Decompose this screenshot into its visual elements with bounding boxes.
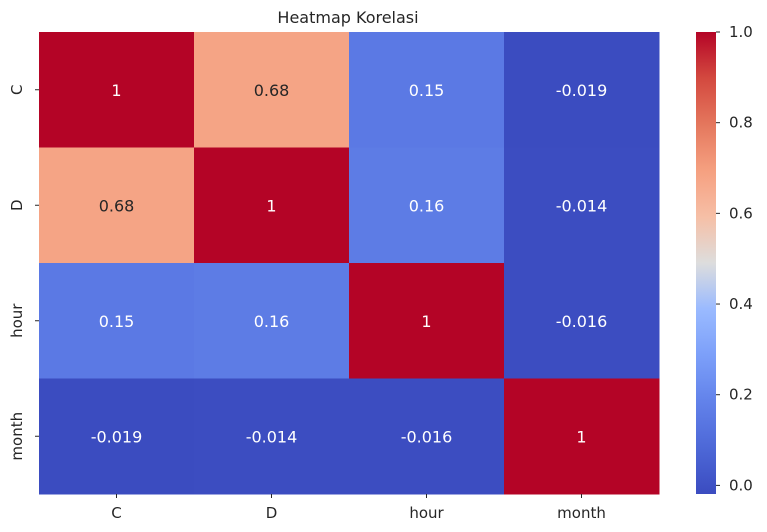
colorbar-tick-label: 0.8 <box>729 114 753 132</box>
heatmap-cell-label: -0.016 <box>556 312 608 331</box>
y-tick-label: hour <box>8 303 26 338</box>
heatmap-cells <box>39 32 660 495</box>
heatmap-cell-label: 0.15 <box>99 312 135 331</box>
heatmap-cell-D-month <box>504 147 660 264</box>
heatmap-cell-label: -0.014 <box>556 196 608 215</box>
colorbar-tick-label: 0.6 <box>729 204 753 222</box>
heatmap-cell-label: -0.016 <box>401 427 453 446</box>
x-tick-label: C <box>111 504 121 522</box>
colorbar-gradient <box>696 32 716 494</box>
heatmap-cell-label: 0.16 <box>409 196 445 215</box>
heatmap-cell-C-C <box>39 32 195 148</box>
heatmap-cell-C-month <box>504 32 660 148</box>
heatmap-cell-C-hour <box>349 32 505 148</box>
heatmap-cell-month-D <box>194 378 350 495</box>
colorbar-tick-label: 1.0 <box>729 23 753 41</box>
heatmap-cell-label: 1 <box>421 312 431 331</box>
heatmap-cell-D-C <box>39 147 195 264</box>
heatmap-cell-hour-hour <box>349 263 505 379</box>
heatmap-cell-label: -0.014 <box>246 427 298 446</box>
heatmap-cell-hour-month <box>504 263 660 379</box>
heatmap-cell-month-month <box>504 378 660 495</box>
heatmap-cell-label: 1 <box>576 427 586 446</box>
colorbar-tick-label: 0.4 <box>729 295 753 313</box>
chart-title: Heatmap Korelasi <box>277 8 418 27</box>
x-tick-label: D <box>266 504 278 522</box>
heatmap-cell-C-D <box>194 32 350 148</box>
heatmap-cell-D-D <box>194 147 350 264</box>
x-tick-label: month <box>557 504 606 522</box>
heatmap-cell-label: 1 <box>111 81 121 100</box>
heatmap-cell-labels: 1 0.68 0.15 -0.019 0.68 1 0.16 -0.014 0.15 0.16 1 -… <box>91 81 608 447</box>
colorbar: 0.0 0.2 0.4 0.6 0.8 1.0 <box>696 23 753 494</box>
heatmap-cell-label: 0.16 <box>254 312 290 331</box>
heatmap-cell-label: 1 <box>266 196 276 215</box>
heatmap-cell-label: 0.15 <box>409 81 445 100</box>
heatmap-cell-hour-D <box>194 263 350 379</box>
heatmap-cell-label: -0.019 <box>556 81 608 100</box>
colorbar-tick-label: 0.2 <box>729 386 753 404</box>
y-tick-label: C <box>8 85 26 95</box>
heatmap-cell-hour-C <box>39 263 195 379</box>
colorbar-tick-label: 0.0 <box>729 476 753 494</box>
y-tick-label: month <box>8 412 26 461</box>
heatmap-cell-D-hour <box>349 147 505 264</box>
heatmap-cell-month-C <box>39 378 195 495</box>
heatmap-cell-month-hour <box>349 378 505 495</box>
heatmap-cell-label: 0.68 <box>99 196 135 215</box>
heatmap-cell-label: 0.68 <box>254 81 290 100</box>
heatmap-cell-label: -0.019 <box>91 427 143 446</box>
x-tick-label: hour <box>409 504 444 522</box>
y-tick-label: D <box>8 199 26 211</box>
